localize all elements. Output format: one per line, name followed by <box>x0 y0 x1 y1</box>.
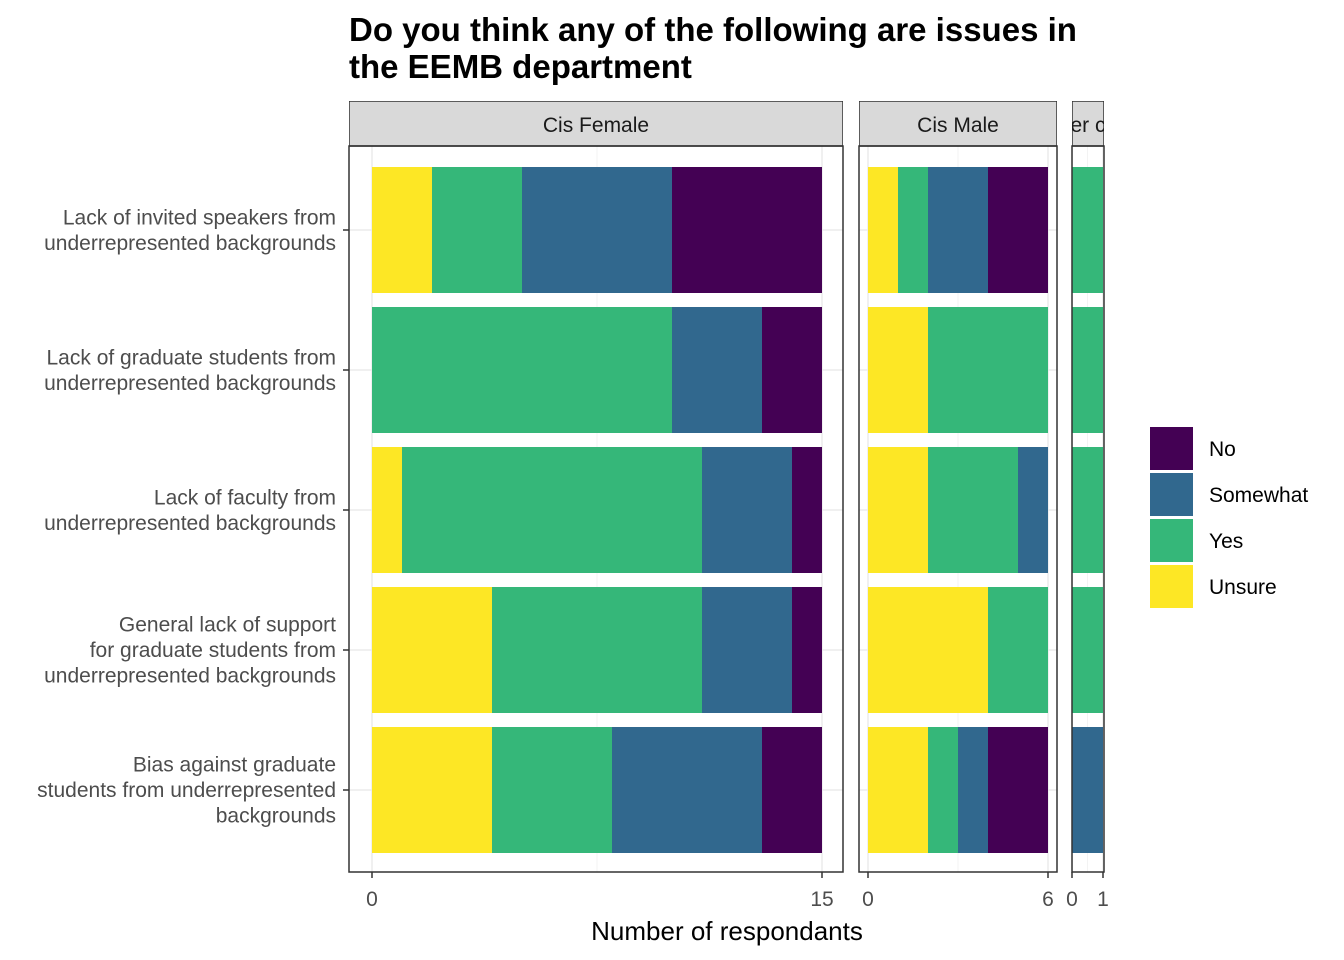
y-tick-label: Lack of faculty from <box>154 486 336 509</box>
panel-cis-female: Cis Female 0 15 <box>348 101 844 911</box>
bar-cis-female-yes-row-5 <box>492 727 612 853</box>
panel-border <box>1071 145 1105 873</box>
bar-cis-female-somewhat-row-1 <box>522 167 672 293</box>
y-tick-label: underrepresented backgrounds <box>44 372 336 395</box>
x-axis-ticks: 0 15 <box>366 872 834 911</box>
facet-strip-label: Cis Male <box>917 114 999 137</box>
bar-cis-female-somewhat-row-2 <box>672 307 762 433</box>
x-axis-title: Number of respondants <box>591 916 863 946</box>
legend-swatch-unsure <box>1150 565 1193 608</box>
bar-er-c-yes-row-2 <box>1072 307 1103 433</box>
bar-er-c-yes-row-3 <box>1072 447 1103 573</box>
facet-strip <box>1072 101 1104 147</box>
bar-er-c-somewhat-row-5 <box>1072 727 1103 853</box>
bar-cis-male-somewhat-row-1 <box>928 167 988 293</box>
bar-cis-male-somewhat-row-3 <box>1018 447 1048 573</box>
y-tick-label: underrepresented backgrounds <box>44 232 336 255</box>
y-tick-label: Lack of graduate students from <box>47 346 337 369</box>
bar-cis-male-yes-row-2 <box>928 307 1048 433</box>
facet-strip-label: er c <box>1070 114 1105 137</box>
y-tick-label: Lack of invited speakers from <box>63 206 336 229</box>
bar-cis-female-yes-row-1 <box>432 167 522 293</box>
bar-cis-female-yes-row-3 <box>402 447 702 573</box>
bar-cis-female-unsure-row-4 <box>372 587 492 713</box>
bar-cis-male-yes-row-1 <box>898 167 928 293</box>
bar-cis-female-somewhat-row-5 <box>612 727 762 853</box>
bar-cis-female-unsure-row-1 <box>372 167 432 293</box>
bar-cis-female-somewhat-row-3 <box>702 447 792 573</box>
legend-label-no: No <box>1209 438 1236 461</box>
y-tick-label: students from underrepresented <box>37 779 336 802</box>
bar-cis-male-yes-row-5 <box>928 727 958 853</box>
bar-cis-female-no-row-5 <box>762 727 822 853</box>
bar-cis-male-yes-row-3 <box>928 447 1018 573</box>
bar-cis-male-unsure-row-4 <box>868 587 988 713</box>
bar-cis-male-unsure-row-3 <box>868 447 928 573</box>
x-tick-label: 6 <box>1042 888 1054 911</box>
x-tick-label: 0 <box>366 888 378 911</box>
x-tick-label: 0 <box>1066 888 1078 911</box>
bar-cis-female-unsure-row-5 <box>372 727 492 853</box>
y-tick-label: General lack of support <box>119 614 336 637</box>
bar-cis-female-no-row-3 <box>792 447 822 573</box>
legend-swatch-somewhat <box>1150 473 1193 516</box>
category-labels: Lack of invited speakers from underrepres… <box>37 206 349 828</box>
facet-strip-label: Cis Female <box>543 114 649 137</box>
legend-label-unsure: Unsure <box>1209 576 1277 599</box>
bar-cis-male-unsure-row-5 <box>868 727 928 853</box>
x-tick-label: 0 <box>862 888 874 911</box>
bar-cis-female-no-row-2 <box>762 307 822 433</box>
bar-cis-female-somewhat-row-4 <box>702 587 792 713</box>
bars <box>372 167 822 853</box>
bar-cis-female-yes-row-4 <box>492 587 702 713</box>
y-tick-label: for graduate students from <box>90 639 336 662</box>
x-tick-label: 1 <box>1097 888 1109 911</box>
panel-border <box>858 145 1058 873</box>
legend-swatch-no <box>1150 427 1193 470</box>
panel-er-c: er c 0 1 <box>1066 101 1109 911</box>
panel-border <box>348 145 844 873</box>
y-tick-label: backgrounds <box>216 805 336 828</box>
bars <box>1072 167 1103 853</box>
x-tick-label: 15 <box>810 888 833 911</box>
facet-strip <box>859 101 1057 147</box>
bar-cis-female-unsure-row-3 <box>372 447 402 573</box>
bar-cis-female-no-row-1 <box>672 167 822 293</box>
bar-cis-male-yes-row-4 <box>988 587 1048 713</box>
y-tick-label: underrepresented backgrounds <box>44 665 336 688</box>
legend-swatch-yes <box>1150 519 1193 562</box>
bar-cis-female-yes-row-2 <box>372 307 672 433</box>
legend: No Somewhat Yes Unsure <box>1150 427 1308 608</box>
bar-cis-male-no-row-1 <box>988 167 1048 293</box>
bar-cis-male-unsure-row-2 <box>868 307 928 433</box>
bar-cis-male-somewhat-row-5 <box>958 727 988 853</box>
bar-cis-male-unsure-row-1 <box>868 167 898 293</box>
legend-label-somewhat: Somewhat <box>1209 484 1308 507</box>
bar-cis-male-no-row-5 <box>988 727 1048 853</box>
facet-strip <box>349 101 843 147</box>
bars <box>868 167 1048 853</box>
bar-cis-female-no-row-4 <box>792 587 822 713</box>
y-tick-label: Bias against graduate <box>133 754 336 777</box>
chart-title-line-1: Do you think any of the following are is… <box>349 11 1077 48</box>
legend-label-yes: Yes <box>1209 530 1243 553</box>
bar-er-c-yes-row-4 <box>1072 587 1103 713</box>
chart-title-line-2: the EEMB department <box>349 48 692 85</box>
y-tick-label: underrepresented backgrounds <box>44 512 336 535</box>
bar-er-c-yes-row-1 <box>1072 167 1103 293</box>
